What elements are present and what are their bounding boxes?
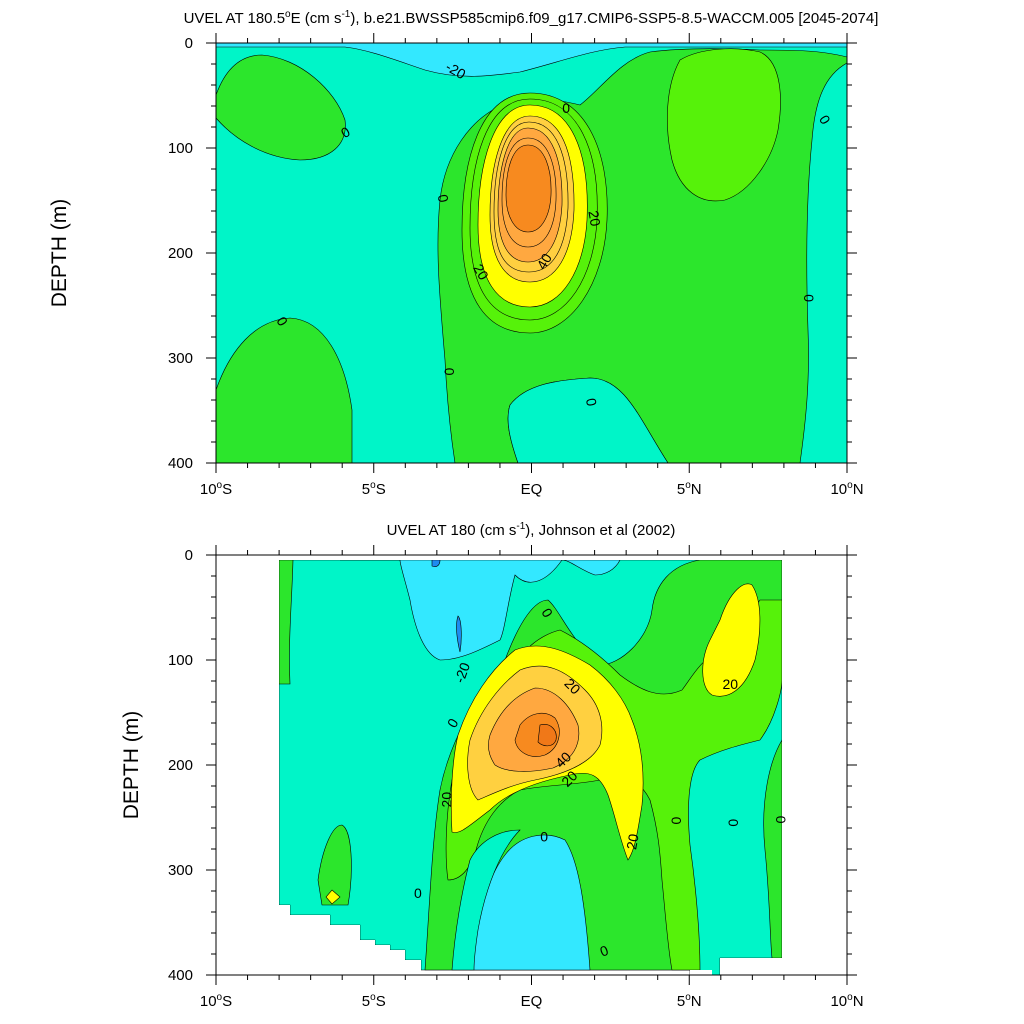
contour-label: 20 <box>585 209 603 227</box>
obs-contour-field <box>216 555 847 975</box>
obs-y-tick-label: 300 <box>168 862 193 879</box>
missing-data-surface <box>279 555 782 560</box>
model-y-tick-label: 300 <box>168 350 193 367</box>
contour-label: 20 <box>623 832 641 850</box>
region-20-30-west-speck <box>325 889 341 905</box>
obs-y-axis-title: DEPTH (m) <box>120 711 143 820</box>
region-0-10-southwest <box>216 317 353 463</box>
contour-label: -20 <box>451 660 473 685</box>
model-y-axis-title: DEPTH (m) <box>48 199 71 308</box>
contour-label: 20 <box>470 261 492 283</box>
contour-label: 20 <box>438 792 454 808</box>
contour-label: 0 <box>773 816 789 824</box>
obs-x-tick-label: EQ <box>521 993 543 1010</box>
contour-label: 0 <box>669 817 685 825</box>
model-y-tick-label: 0 <box>185 35 193 52</box>
missing-data-gap <box>690 970 712 975</box>
contour-label: 20 <box>722 676 738 692</box>
model-y-tick-label: 100 <box>168 140 193 157</box>
obs-x-tick-label: 10oS <box>200 992 232 1010</box>
missing-data-west <box>216 555 421 975</box>
obs-x-tick-label: 5oS <box>362 992 386 1010</box>
contour-label: 0 <box>583 397 600 408</box>
model-y-tick-label: 200 <box>168 245 193 262</box>
region-lt--40-b <box>431 559 441 567</box>
model-x-tick-label: 5oN <box>677 480 702 498</box>
model-panel-title: UVEL AT 180.5oE (cm s-1), b.e21.BWSSP585… <box>184 9 879 27</box>
obs-y-tick-label: 200 <box>168 757 193 774</box>
region--40--20 <box>340 559 621 661</box>
contour-label: 0 <box>562 100 570 116</box>
obs-y-tick-label: 0 <box>185 547 193 564</box>
contour-line-35 <box>493 121 569 273</box>
obs-y-tick-label: 100 <box>168 652 193 669</box>
model-y-tick-label: 400 <box>168 455 193 472</box>
region-0-10-east <box>763 738 783 959</box>
region-0-10-west <box>317 824 352 906</box>
contour-line-45 <box>501 137 557 248</box>
contour-label: 0 <box>441 368 457 376</box>
model-x-tick-label: EQ <box>521 481 543 498</box>
region--20-0-south <box>451 829 521 971</box>
obs-panel: UVEL AT 180 (cm s-1), Johnson et al (200… <box>120 521 864 1010</box>
contour-label: 0 <box>414 885 422 901</box>
contour-label: 0 <box>435 193 452 204</box>
model-x-tick-label: 10oN <box>830 480 863 498</box>
region-lt--40-a <box>456 615 462 653</box>
region--20-0-south <box>507 377 669 463</box>
contour-label: 0 <box>540 828 548 844</box>
model-x-tick-label: 5oS <box>362 480 386 498</box>
obs-y-tick-label: 400 <box>168 967 193 984</box>
missing-data-east <box>720 555 847 975</box>
region-0-10-northwest <box>278 559 294 685</box>
region-gt-50-core <box>537 724 557 747</box>
model-panel: UVEL AT 180.5oE (cm s-1), b.e21.BWSSP585… <box>48 9 878 498</box>
region--40--20 <box>216 43 847 77</box>
contour-label: 0 <box>725 819 741 827</box>
model-x-tick-label: 10oS <box>200 480 232 498</box>
contour-label: 40 <box>533 250 555 272</box>
region-20-30-northeast <box>702 583 761 697</box>
obs-panel-title: UVEL AT 180 (cm s-1), Johnson et al (200… <box>387 521 676 539</box>
region-gt-50-jet <box>505 144 552 233</box>
obs-x-tick-label: 10oN <box>830 992 863 1010</box>
region-10-20-northeast <box>667 48 781 202</box>
model-contour-field <box>216 43 847 463</box>
contour-line-15 <box>469 98 598 321</box>
contour-label: 0 <box>801 294 817 302</box>
region-0-10-west <box>216 54 346 161</box>
obs-x-tick-label: 5oN <box>677 992 702 1010</box>
